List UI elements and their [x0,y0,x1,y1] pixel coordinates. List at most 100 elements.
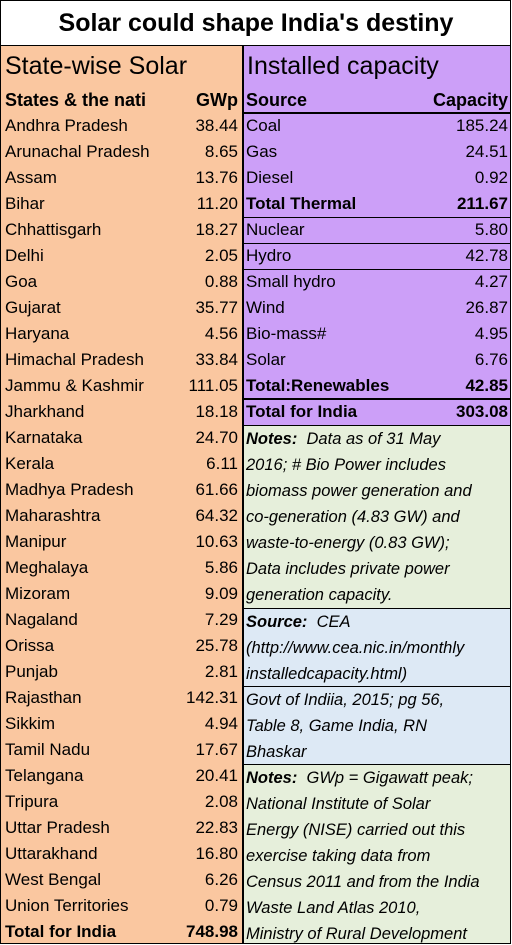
installed-capacity-panel: Installed capacity Source Capacity Coal 1… [244,46,510,943]
capacity-table: Installed capacity Source Capacity Coal 1… [244,46,510,427]
row-separator [244,398,510,400]
capacity-column-header: Capacity [432,90,508,110]
capacity-value: 211.67 [456,194,508,213]
capacity-source-name: Nuclear [246,220,305,239]
state-gwp-value: 5.86 [204,558,238,577]
note-line: 2016; # Bio Power includes [246,456,446,474]
row-separator [244,112,510,114]
state-row: Andhra Pradesh 38.44 [1,113,242,139]
state-solar-panel: State-wise Solar States & the nati GWp A… [1,46,242,943]
state-gwp-value: 35.77 [195,298,238,317]
state-row: Mizoram 9.09 [1,581,242,607]
state-name: Andhra Pradesh [5,116,128,135]
state-gwp-value: 25.78 [195,636,238,655]
state-gwp-value: 18.18 [195,402,238,421]
state-gwp-value: 13.76 [195,168,238,187]
state-row: Maharashtra 64.32 [1,503,242,529]
state-row: Tripura 2.08 [1,789,242,815]
note-line: National Institute of Solar [246,795,431,813]
state-gwp-value: 24.70 [195,428,238,447]
note-label: Source: [246,613,308,631]
state-name: Goa [5,272,38,291]
note-line: Energy (NISE) carried out this [246,821,466,839]
capacity-source-name: Gas [246,142,278,161]
state-row: Jharkhand 18.18 [1,399,242,425]
note-line: Data includes private power [246,560,450,578]
state-gwp-value: 33.84 [195,350,238,369]
note-line: co-generation (4.83 GW) and [246,508,460,526]
capacity-value: 0.92 [474,168,508,187]
state-gwp-value: 4.94 [204,714,238,733]
source-box: Source: CEA (http://www.cea.nic.in/monthl… [244,608,510,686]
capacity-source-name: Wind [246,298,285,317]
capacity-value: 42.85 [465,376,508,395]
state-row: West Bengal 6.26 [1,867,242,893]
note-line: Data as of 31 May [306,430,441,448]
note-line: Bhaskar [246,743,307,761]
state-row: Gujarat 35.77 [1,295,242,321]
capacity-row: Nuclear 5.80 [244,217,510,243]
govt-reference-box: Govt of Indiia, 2015; pg 56, Table 8, Gam… [244,686,510,764]
state-name: Orissa [5,636,55,655]
notes-data-text: Notes: Data as of 31 May 2016; # Bio Powe… [246,426,509,608]
capacity-row: Diesel 0.92 [244,165,510,191]
capacity-source-name: Total Thermal [246,194,357,213]
state-name: Mizoram [5,584,71,603]
state-name: Chhattisgarh [5,220,102,239]
capacity-value: 26.87 [465,298,508,317]
state-name: Jammu & Kashmir [5,376,144,395]
state-row: Punjab 2.81 [1,659,242,685]
state-gwp-value: 16.80 [195,844,238,863]
state-row: Karnataka 24.70 [1,425,242,451]
capacity-source-name: Bio-mass# [246,324,327,343]
state-row: Jammu & Kashmir 111.05 [1,373,242,399]
source-column-header: Source [246,90,308,110]
capacity-value: 4.95 [474,324,508,343]
gwp-column-header: GWp [196,90,238,110]
page-title: Solar could shape India's destiny [1,1,510,47]
capacity-row: Coal 185.24 [244,113,510,139]
state-name: Rajasthan [5,688,82,707]
state-gwp-value: 10.63 [195,532,238,551]
capacity-row: Total:Renewables 42.85 [244,373,510,399]
note-label: Notes: [246,430,298,448]
note-line: waste-to-energy (0.83 GW); [246,534,450,552]
source-text: Source: CEA (http://www.cea.nic.in/monthl… [246,609,509,686]
state-name: West Bengal [5,870,102,889]
capacity-source-name: Small hydro [246,272,336,291]
state-row: Union Territories 0.79 [1,893,242,919]
state-row: Bihar 11.20 [1,191,242,217]
capacity-value: 6.76 [474,350,508,369]
state-gwp-value: 17.67 [195,740,238,759]
state-name: Karnataka [5,428,83,447]
capacity-value: 185.24 [456,116,508,135]
state-row: Arunachal Pradesh 8.65 [1,139,242,165]
state-row: Manipur 10.63 [1,529,242,555]
state-name: Himachal Pradesh [5,350,144,369]
states-column-header: States & the nati [5,90,147,110]
capacity-row: Small hydro 4.27 [244,269,510,295]
state-row: Nagaland 7.29 [1,607,242,633]
state-name: Meghalaya [5,558,89,577]
capacity-value: 303.08 [456,402,508,421]
note-line: Ministry of Rural Development [246,925,467,943]
notes-data-box: Notes: Data as of 31 May 2016; # Bio Powe… [244,426,510,608]
note-line: Waste Land Atlas 2010, [246,899,421,917]
state-row: Orissa 25.78 [1,633,242,659]
state-name: Uttarakhand [5,844,98,863]
capacity-source-name: Diesel [246,168,294,187]
state-row: Goa 0.88 [1,269,242,295]
state-gwp-value: 6.11 [206,454,238,473]
capacity-value: 24.51 [465,142,508,161]
state-total-value: 748.98 [186,922,238,941]
capacity-source-name: Coal [246,116,281,135]
state-row: Rajasthan 142.31 [1,685,242,711]
state-name: Punjab [5,662,58,681]
capacity-row: Wind 26.87 [244,295,510,321]
state-row: Haryana 4.56 [1,321,242,347]
state-gwp-value: 61.66 [195,480,238,499]
notes-gwp-box: Notes: GWp = Gigawatt peak; National Inst… [244,764,510,943]
capacity-value: 42.78 [465,246,508,265]
state-gwp-value: 0.79 [204,896,238,915]
capacity-value: 5.80 [474,220,508,239]
